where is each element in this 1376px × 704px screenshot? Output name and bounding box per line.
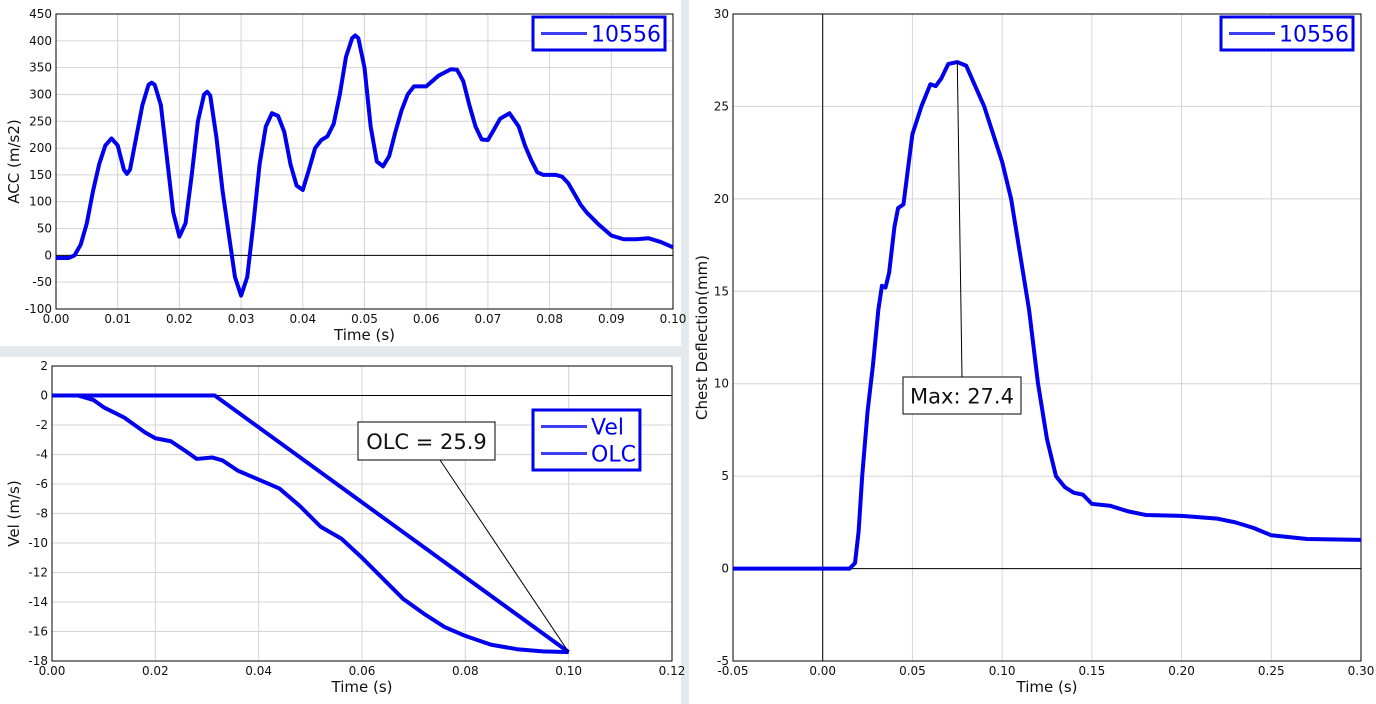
y-tick-label: 2 [40, 359, 48, 373]
y-tick-label: -16 [28, 625, 48, 639]
x-tick-label: 0.10 [989, 664, 1016, 678]
x-tick-label: 0.05 [899, 664, 926, 678]
data-line [52, 393, 569, 655]
x-tick-label: 0.05 [351, 312, 378, 326]
legend-label: 10556 [591, 23, 661, 48]
y-tick-label: -4 [36, 448, 48, 462]
y-tick-label: -14 [28, 595, 48, 609]
y-tick-label: 5 [721, 469, 729, 483]
x-tick-label: 0.03 [228, 312, 255, 326]
y-tick-label: 300 [29, 87, 52, 101]
x-tick-label: 0.20 [1168, 664, 1195, 678]
x-tick-label: 0.06 [413, 312, 440, 326]
x-tick-label: 0.09 [598, 312, 625, 326]
legend-label: 10556 [1279, 23, 1349, 48]
y-axis-label: Vel (m/s) [5, 480, 23, 546]
y-tick-label: 350 [29, 61, 52, 75]
x-tick-label: 0.08 [536, 312, 563, 326]
plot-frame [55, 13, 674, 310]
x-tick-label: 0.10 [555, 664, 582, 678]
x-tick-label: 0.04 [289, 312, 316, 326]
legend-label: Vel [591, 416, 624, 441]
x-tick-label: 0.12 [659, 664, 686, 678]
x-axis-label: Time (s) [333, 326, 395, 344]
x-tick-label: 0.00 [39, 664, 66, 678]
y-tick-label: 0 [721, 562, 729, 576]
annotation-text: Max: 27.4 [910, 385, 1014, 409]
y-tick-label: -100 [25, 302, 52, 316]
panel [0, 0, 681, 346]
y-tick-label: 100 [29, 195, 52, 209]
y-tick-label: 20 [714, 192, 729, 206]
legend: 10556 [1219, 15, 1355, 52]
y-tick-label: 400 [29, 34, 52, 48]
x-tick-label: 0.04 [245, 664, 272, 678]
y-tick-label: 200 [29, 141, 52, 155]
y-tick-label: -6 [36, 477, 48, 491]
legend-label: OLC [591, 443, 636, 468]
plot-frame [732, 13, 1362, 662]
annotation-leader [956, 62, 963, 378]
x-tick-label: 0.07 [475, 312, 502, 326]
y-tick-label: 15 [714, 284, 729, 298]
x-tick-label: 0.00 [43, 312, 70, 326]
data-line [56, 33, 674, 298]
y-tick-label: 50 [37, 222, 52, 236]
y-tick-label: 30 [714, 7, 729, 21]
y-tick-label: 250 [29, 114, 52, 128]
x-tick-label: 0.02 [166, 312, 193, 326]
x-tick-label: 0.08 [452, 664, 479, 678]
data-line [733, 60, 1362, 571]
x-axis-label: Time (s) [331, 678, 393, 696]
x-tick-label: 0.02 [142, 664, 169, 678]
y-tick-label: -5 [717, 654, 729, 668]
x-tick-label: 0.15 [1078, 664, 1105, 678]
annotation-box [357, 421, 496, 461]
annotation-text: OLC = 25.9 [366, 430, 487, 454]
x-tick-label: 0.25 [1258, 664, 1285, 678]
x-axis-label: Time (s) [1016, 678, 1078, 696]
y-tick-label: 0 [40, 389, 48, 403]
annotation-leader [439, 459, 570, 653]
y-tick-label: -18 [28, 654, 48, 668]
x-tick-label: 0.10 [660, 312, 687, 326]
y-tick-label: 25 [714, 99, 729, 113]
y-tick-label: 450 [29, 7, 52, 21]
y-tick-label: 150 [29, 168, 52, 182]
legend: 10556 [531, 15, 667, 52]
data-line [52, 393, 570, 654]
y-tick-label: 10 [714, 377, 729, 391]
y-tick-label: 0 [44, 248, 52, 262]
annotation-box [902, 376, 1022, 415]
y-tick-label: -10 [28, 536, 48, 550]
y-tick-label: -12 [28, 566, 48, 580]
y-axis-label: Chest Deflection(mm) [693, 255, 711, 420]
x-tick-label: 0.30 [1348, 664, 1375, 678]
legend-box [531, 408, 642, 472]
y-tick-label: -8 [36, 507, 48, 521]
x-tick-label: -0.05 [717, 664, 748, 678]
y-tick-label: -50 [32, 275, 52, 289]
x-tick-label: 0.06 [349, 664, 376, 678]
y-axis-label: ACC (m/s2) [5, 119, 23, 203]
y-tick-label: -2 [36, 418, 48, 432]
x-tick-label: 0.00 [809, 664, 836, 678]
plot-frame [51, 365, 673, 662]
x-tick-label: 0.01 [104, 312, 131, 326]
